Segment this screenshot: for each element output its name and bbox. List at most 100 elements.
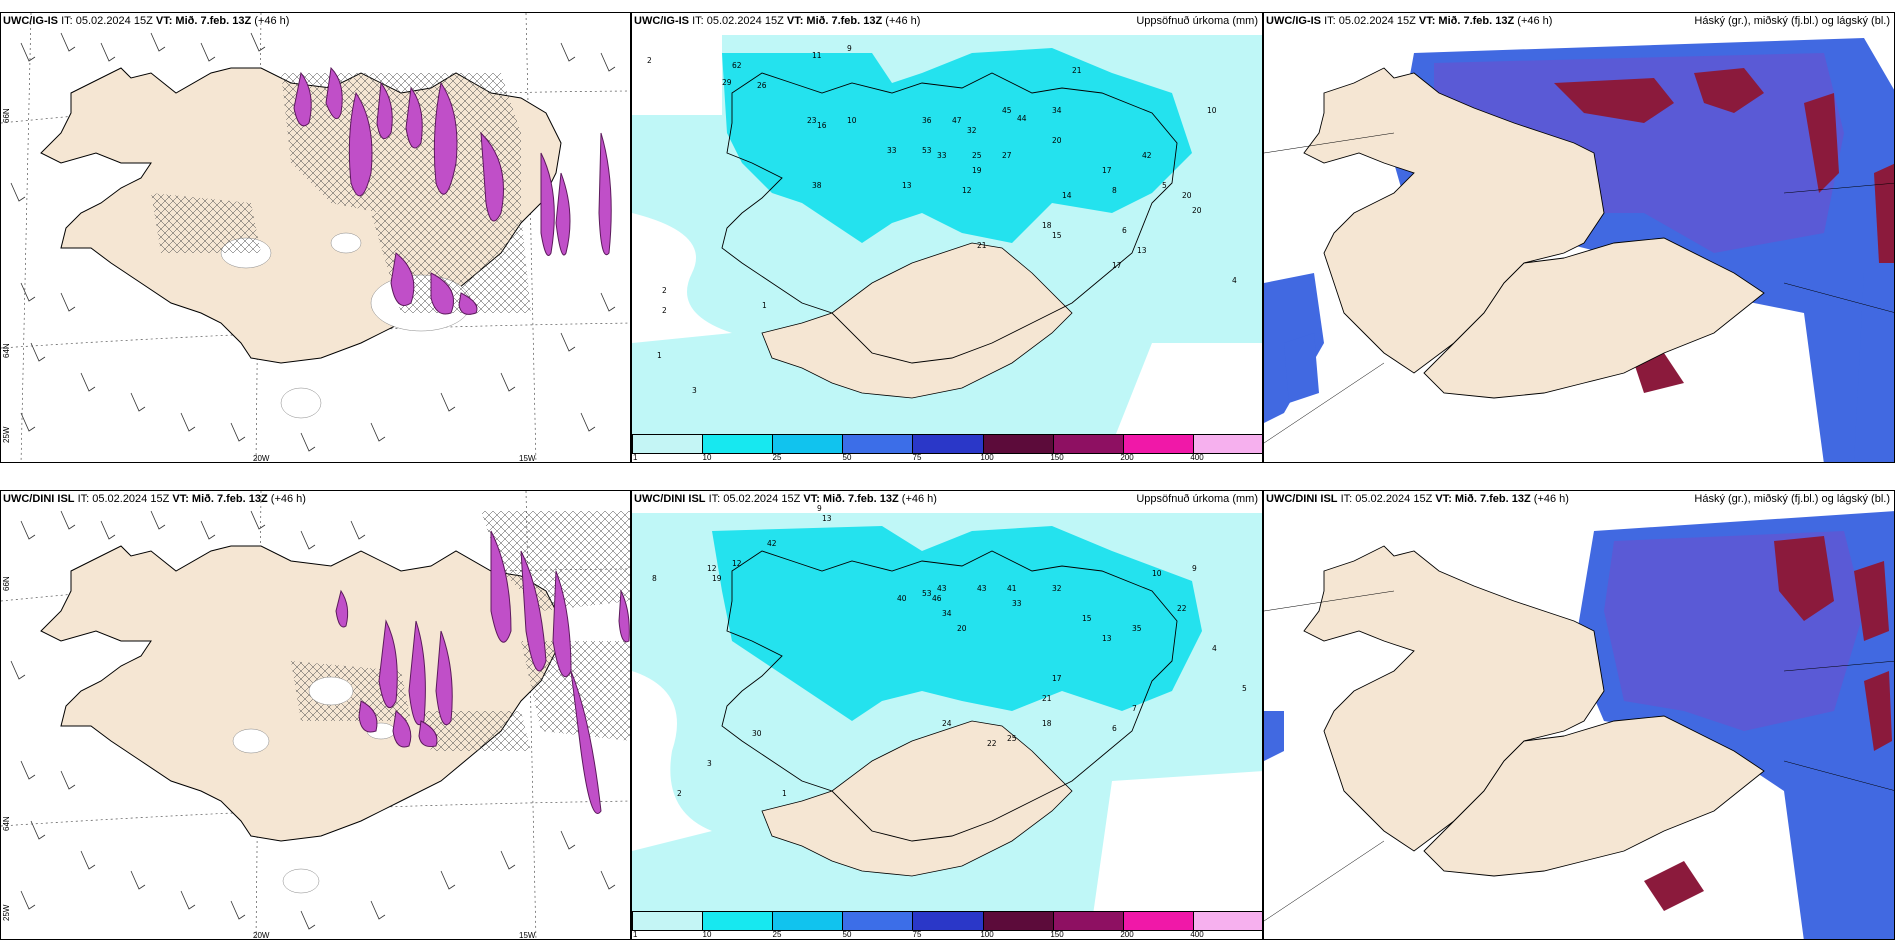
svg-text:17: 17 (1102, 166, 1112, 175)
svg-text:53: 53 (922, 146, 932, 155)
svg-text:36: 36 (922, 116, 932, 125)
panel-r1c3-title: Háský (gr.), miðský (fj.bl.) og lágský (… (1694, 15, 1890, 27)
svg-text:15: 15 (1052, 231, 1062, 240)
svg-text:53: 53 (922, 589, 932, 598)
svg-text:24: 24 (942, 719, 952, 728)
svg-text:33: 33 (1012, 599, 1022, 608)
svg-text:2: 2 (647, 56, 652, 65)
panel-r1c1: UWC/IG-IS IT: 05.02.2024 15Z VT: Mið. 7.… (0, 12, 631, 463)
svg-text:16: 16 (817, 121, 827, 130)
panel-r1c3-header: UWC/IG-IS IT: 05.02.2024 15Z VT: Mið. 7.… (1266, 15, 1553, 27)
map-wind-snow-r1 (1, 13, 630, 462)
svg-text:35: 35 (1132, 624, 1142, 633)
panel-r1c2: 11 9 2 62 29 26 36 47 32 45 44 21 34 23 16 10 38 33 … (631, 12, 1263, 463)
cbar-seg (983, 912, 1054, 930)
cbar-seg (773, 435, 844, 453)
svg-text:9: 9 (847, 44, 852, 53)
svg-text:19: 19 (712, 574, 722, 583)
svg-text:17: 17 (1052, 674, 1062, 683)
svg-text:12: 12 (962, 186, 972, 195)
lon-label-20w-r2: 20W (253, 931, 270, 940)
svg-text:5: 5 (1242, 684, 1247, 693)
panel-r2c3-title: Háský (gr.), miðský (fj.bl.) og lágský (… (1694, 493, 1890, 505)
svg-text:12: 12 (707, 564, 717, 573)
colorbar-r2 (632, 911, 1262, 931)
panel-r2c3: UWC/DINI ISL IT: 05.02.2024 15Z VT: Mið.… (1263, 490, 1895, 940)
svg-text:1: 1 (762, 301, 767, 310)
svg-text:9: 9 (817, 504, 822, 513)
panel-r2c2: 9 13 12 12 19 8 42 40 53 43 46 43 41 33 32 20 34 35 … (631, 490, 1263, 940)
cbar-seg (1123, 435, 1194, 453)
cbar-seg (1193, 912, 1262, 930)
cbar-seg (913, 912, 984, 930)
svg-text:22: 22 (1177, 604, 1187, 613)
svg-text:23: 23 (807, 116, 817, 125)
svg-text:14: 14 (1062, 191, 1072, 200)
panel-r2c1: UWC/DINI ISL IT: 05.02.2024 15Z VT: Mið.… (0, 490, 631, 940)
lon-label-20w: 20W (253, 454, 270, 463)
svg-text:7: 7 (1132, 704, 1137, 713)
svg-text:17: 17 (1112, 261, 1122, 270)
svg-text:38: 38 (812, 181, 822, 190)
svg-text:4: 4 (1212, 644, 1217, 653)
cbar-seg (843, 435, 914, 453)
lon-label-15w-r2: 15W (519, 931, 536, 940)
svg-text:34: 34 (1052, 106, 1062, 115)
svg-text:25: 25 (972, 151, 982, 160)
svg-text:12: 12 (732, 559, 742, 568)
svg-text:2: 2 (662, 306, 667, 315)
svg-text:34: 34 (942, 609, 952, 618)
svg-text:26: 26 (757, 81, 767, 90)
svg-text:40: 40 (897, 594, 907, 603)
cbar-seg (1053, 912, 1124, 930)
colorbar-r1 (632, 434, 1262, 454)
svg-text:20: 20 (1182, 191, 1192, 200)
panel-r1c3: UWC/IG-IS IT: 05.02.2024 15Z VT: Mið. 7.… (1263, 12, 1895, 463)
lon-label-15w: 15W (519, 454, 536, 463)
panel-r1c2-header: UWC/IG-IS IT: 05.02.2024 15Z VT: Mið. 7.… (634, 15, 921, 27)
svg-text:10: 10 (1207, 106, 1217, 115)
svg-text:9: 9 (1192, 564, 1197, 573)
svg-text:18: 18 (1042, 221, 1052, 230)
svg-text:6: 6 (1122, 226, 1127, 235)
cbar-seg (633, 435, 704, 453)
svg-text:32: 32 (967, 126, 977, 135)
cbar-seg (773, 912, 844, 930)
svg-text:4: 4 (1232, 276, 1237, 285)
svg-text:43: 43 (937, 584, 947, 593)
map-wind-snow-r2 (1, 491, 630, 939)
svg-text:30: 30 (752, 729, 762, 738)
cbar-seg (1053, 435, 1124, 453)
cbar-seg (703, 912, 774, 930)
svg-text:29: 29 (722, 78, 732, 87)
svg-text:45: 45 (1002, 106, 1012, 115)
svg-text:62: 62 (732, 61, 742, 70)
lat-label-66n: 66N (2, 108, 11, 123)
cbar-seg (843, 912, 914, 930)
svg-text:18: 18 (1042, 719, 1052, 728)
svg-text:5: 5 (1162, 181, 1167, 190)
svg-text:13: 13 (902, 181, 912, 190)
cbar-seg (913, 435, 984, 453)
colorbar-ticks-r1: 1 10 25 50 75 100 150 200 400 (633, 453, 1204, 462)
svg-text:10: 10 (1152, 569, 1162, 578)
svg-text:13: 13 (1102, 634, 1112, 643)
svg-text:21: 21 (1072, 66, 1082, 75)
colorbar-ticks-r2: 1 10 25 50 75 100 150 200 400 (633, 930, 1204, 939)
lat-label-25w: 25W (2, 426, 11, 443)
svg-text:43: 43 (977, 584, 987, 593)
svg-text:10: 10 (847, 116, 857, 125)
svg-text:44: 44 (1017, 114, 1027, 123)
svg-text:15: 15 (1082, 614, 1092, 623)
cbar-seg (1123, 912, 1194, 930)
svg-text:42: 42 (767, 539, 777, 548)
svg-text:19: 19 (972, 166, 982, 175)
svg-text:3: 3 (692, 386, 697, 395)
svg-text:3: 3 (707, 759, 712, 768)
svg-text:1: 1 (782, 789, 787, 798)
svg-text:27: 27 (1002, 151, 1012, 160)
